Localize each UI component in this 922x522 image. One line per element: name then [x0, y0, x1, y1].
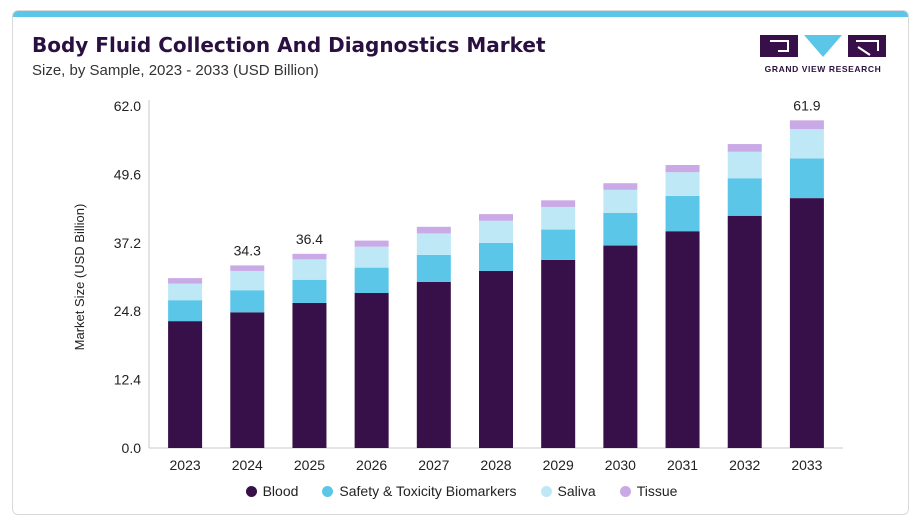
bar-blood-2028 [479, 270, 513, 448]
bar-blood-2023 [168, 321, 203, 448]
bar-blood-2031 [665, 231, 700, 448]
x-tick-label: 2026 [356, 457, 387, 473]
bar-tissue-2033 [789, 120, 824, 130]
bar-blood-2025 [292, 302, 327, 448]
bar-saliva-2023 [168, 283, 203, 301]
legend-label: Safety & Toxicity Biomarkers [339, 483, 517, 499]
legend-item-blood: Blood [245, 483, 299, 499]
y-tick-label: 24.8 [114, 303, 141, 319]
x-tick-label: 2029 [543, 457, 574, 473]
bar-safety-toxicity-biomarkers-2024 [230, 290, 265, 313]
bar-saliva-2024 [230, 270, 265, 291]
bar-saliva-2033 [789, 129, 824, 159]
bar-safety-toxicity-biomarkers-2033 [789, 158, 824, 199]
bar-saliva-2032 [727, 151, 762, 179]
legend-swatch [540, 485, 552, 497]
bar-tissue-2028 [479, 214, 513, 221]
bar-saliva-2030 [603, 189, 638, 214]
x-tick-label: 2025 [294, 457, 325, 473]
chart-title: Body Fluid Collection And Diagnostics Ma… [32, 33, 546, 57]
legend-label: Blood [262, 483, 299, 499]
y-axis-label: Market Size (USD Billion) [72, 204, 87, 351]
bar-tissue-2026 [354, 240, 389, 247]
logo-text: GRAND VIEW RESEARCH [764, 64, 882, 74]
chart-card: Body Fluid Collection And Diagnostics Ma… [12, 10, 909, 515]
legend-label: Saliva [557, 483, 596, 499]
x-tick-label: 2032 [729, 457, 760, 473]
x-tick-label: 2023 [170, 457, 201, 473]
bar-tissue-2025 [292, 253, 327, 260]
bar-safety-toxicity-biomarkers-2023 [168, 300, 203, 322]
x-tick-label: 2031 [667, 457, 698, 473]
grand-view-research-logo: GRAND VIEW RESEARCH [758, 33, 888, 83]
stacked-bar-chart: 0.0 12.4 24.8 37.2 49.6 62.0 Market Size (USD … [72, 97, 843, 473]
bar-blood-2027 [416, 281, 451, 448]
bar-blood-2030 [603, 245, 638, 448]
x-tick-label: 2027 [418, 457, 449, 473]
y-tick-label: 0.0 [122, 440, 142, 456]
bar-tissue-2029 [541, 200, 576, 207]
bar-safety-toxicity-biomarkers-2028 [479, 242, 513, 271]
bar-safety-toxicity-biomarkers-2025 [292, 279, 327, 303]
bar-saliva-2027 [416, 233, 451, 255]
bar-safety-toxicity-biomarkers-2030 [603, 213, 638, 246]
y-tick-label: 37.2 [114, 235, 141, 251]
legend-swatch [322, 485, 334, 497]
total-label-2025: 36.4 [296, 231, 323, 247]
bar-tissue-2030 [603, 183, 638, 190]
bar-safety-toxicity-biomarkers-2032 [727, 178, 762, 216]
legend-item-tissue: Tissue [619, 483, 678, 499]
bar-blood-2032 [727, 215, 762, 448]
logo-mark-icon [760, 35, 886, 57]
bar-safety-toxicity-biomarkers-2031 [665, 195, 700, 232]
bar-safety-toxicity-biomarkers-2027 [416, 254, 451, 282]
legend-swatch [245, 485, 257, 497]
chart-legend: Blood Safety & Toxicity Biomarkers Saliva T… [13, 483, 908, 499]
y-tick-label: 12.4 [114, 372, 141, 388]
legend-label: Tissue [636, 483, 678, 499]
y-tick-label: 49.6 [114, 166, 141, 182]
bar-blood-2033 [789, 198, 824, 448]
bar-safety-toxicity-biomarkers-2026 [354, 267, 389, 293]
bar-saliva-2028 [479, 220, 513, 243]
bar-tissue-2023 [168, 278, 203, 284]
bar-saliva-2026 [354, 246, 389, 268]
legend-item-saliva: Saliva [540, 483, 596, 499]
total-label-2024: 34.3 [234, 242, 261, 258]
legend-swatch [619, 485, 631, 497]
bar-saliva-2029 [541, 206, 576, 230]
bar-saliva-2025 [292, 259, 327, 280]
x-tick-label: 2028 [480, 457, 511, 473]
bar-safety-toxicity-biomarkers-2029 [541, 229, 576, 260]
x-tick-label: 2033 [791, 457, 822, 473]
bar-tissue-2031 [665, 165, 700, 173]
chart-subtitle: Size, by Sample, 2023 - 2033 (USD Billio… [32, 62, 319, 79]
x-tick-label: 2030 [605, 457, 636, 473]
bar-tissue-2027 [416, 226, 451, 234]
legend-item-safety-toxicity-biomarkers: Safety & Toxicity Biomarkers [322, 483, 517, 499]
total-label-2033: 61.9 [793, 97, 820, 113]
bar-saliva-2031 [665, 172, 700, 196]
accent-bar [13, 11, 908, 17]
x-tick-label: 2024 [232, 457, 263, 473]
bar-blood-2026 [354, 292, 389, 448]
bar-tissue-2024 [230, 265, 265, 271]
bar-tissue-2032 [727, 144, 762, 152]
bar-blood-2024 [230, 312, 265, 448]
bar-blood-2029 [541, 259, 576, 448]
y-tick-label: 62.0 [114, 98, 141, 114]
